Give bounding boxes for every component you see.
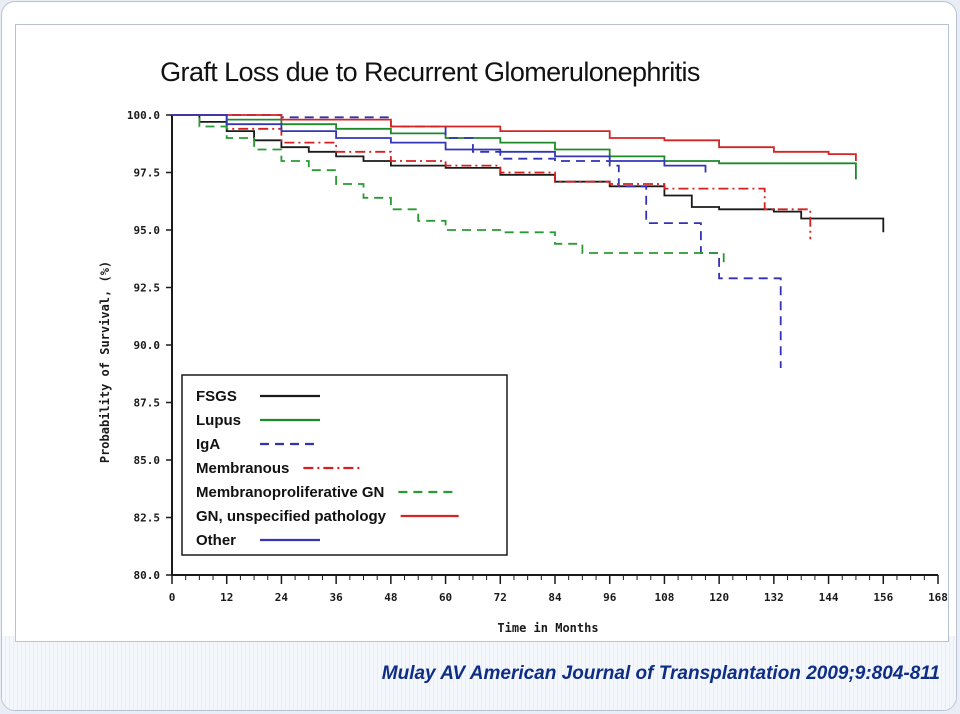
legend-label-gn-unspecified-pathology: GN, unspecified pathology [196,508,387,525]
y-tick-label: 92.5 [134,282,161,295]
x-tick-label: 96 [603,591,617,604]
x-axis-ticks: 0 12 24 36 48 60 72 84 96 108 120 132 144 156 168 [169,575,948,604]
y-tick-label: 85.0 [134,454,161,467]
series-line-lupus [172,114,857,180]
legend: FSGS Lupus IgA Membranous Membranoproliferat… [181,374,508,556]
legend-label-membranous: Membranous [196,460,289,477]
series-line-other [172,114,707,173]
x-tick-label: 24 [275,591,289,604]
y-tick-label: 90.0 [134,339,161,352]
chart-title: Graft Loss due to Recurrent Glomerulonep… [160,57,700,87]
chart-panel: Graft Loss due to Recurrent Glomerulonep… [15,24,949,642]
legend-label-lupus: Lupus [196,412,241,429]
legend-label-other: Other [196,532,236,549]
x-tick-label: 60 [439,591,452,604]
x-tick-label: 36 [330,591,344,604]
legend-label-iga: IgA [196,436,220,453]
x-tick-label: 144 [819,591,839,604]
x-tick-label: 0 [169,591,176,604]
y-axis-ticks: 100.0 97.5 95.0 92.5 90.0 87.5 85.0 82.5 80.0 [127,109,172,582]
legend-label-fsgs: FSGS [196,388,237,405]
x-tick-label: 48 [384,591,397,604]
x-tick-label: 84 [548,591,562,604]
x-tick-label: 72 [494,591,507,604]
legend-label-membranoproliferative-gn: Membranoproliferative GN [196,484,384,501]
x-tick-label: 132 [764,591,784,604]
y-tick-label: 80.0 [134,569,161,582]
survival-chart: Graft Loss due to Recurrent Glomerulonep… [98,57,948,635]
y-tick-label: 100.0 [127,109,160,122]
x-tick-label: 168 [928,591,948,604]
x-tick-label: 156 [873,591,893,604]
legend-box [181,374,508,556]
x-tick-label: 120 [709,591,729,604]
y-axis-label: Probability of Survival, (%) [98,261,112,463]
series-lines [172,114,885,368]
y-tick-label: 97.5 [134,167,161,180]
x-axis-label: Time in Months [497,621,598,635]
x-tick-label: 12 [220,591,233,604]
x-tick-label: 108 [654,591,674,604]
series-line-iga [172,114,782,368]
series-line-fsgs [172,114,885,233]
series-line-membranoproliferative-gn [172,114,725,265]
y-tick-label: 87.5 [134,397,161,410]
series-line-gn-unspecified-pathology [172,114,857,161]
footer-band [2,636,956,710]
y-tick-label: 82.5 [134,512,161,525]
series-line-membranous [172,114,812,240]
y-tick-label: 95.0 [134,224,161,237]
citation: Mulay AV American Journal of Transplanta… [381,663,940,684]
